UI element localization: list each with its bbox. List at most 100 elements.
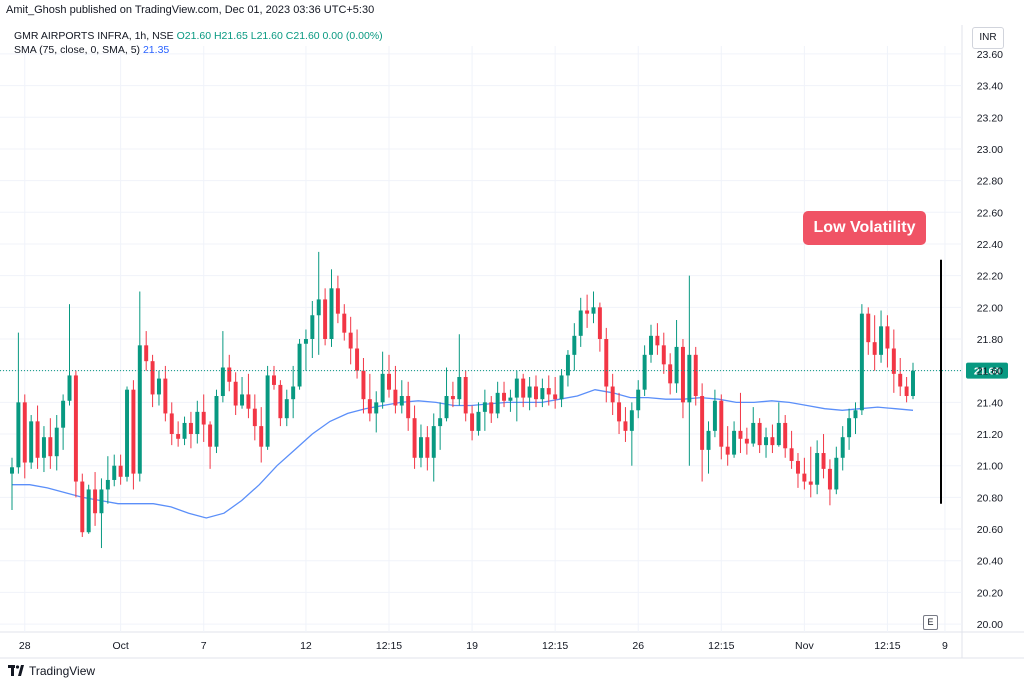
y-tick-label: 21.20 — [977, 429, 1003, 441]
candle — [597, 302, 602, 352]
candle — [623, 407, 628, 442]
candle-body — [693, 354, 698, 397]
candle-body — [118, 465, 123, 477]
candle — [329, 269, 334, 347]
candle-body — [668, 364, 673, 384]
candle-body — [655, 335, 660, 346]
candle-body — [802, 473, 807, 482]
candle — [265, 365, 270, 450]
candle-body — [585, 310, 590, 314]
candle — [508, 389, 513, 412]
candle — [41, 426, 46, 473]
candle-body — [61, 400, 66, 428]
candle-body — [751, 422, 756, 444]
candle — [399, 380, 404, 414]
candle — [272, 365, 276, 390]
candle — [156, 370, 161, 406]
candle — [668, 353, 673, 395]
candle — [827, 459, 832, 506]
candle-body — [597, 307, 602, 339]
candle-body — [521, 378, 526, 398]
y-tick-label: 22.40 — [977, 239, 1003, 251]
attribution-text: Amit_Ghosh published on TradingView.com,… — [6, 4, 375, 16]
candle — [144, 331, 149, 371]
y-tick-label: 20.60 — [977, 524, 1003, 536]
candle — [29, 415, 34, 469]
y-tick-label: 20.20 — [977, 587, 1003, 599]
candle-body — [540, 388, 545, 400]
legend-sma-value: 21.35 — [142, 44, 170, 56]
candle — [795, 453, 800, 488]
candle-body — [16, 402, 21, 468]
candle-body — [297, 343, 302, 387]
candle — [425, 426, 430, 471]
candle — [540, 378, 545, 408]
candle-body — [195, 411, 200, 435]
candle-body — [680, 346, 685, 403]
y-tick-label: 23.60 — [977, 49, 1003, 61]
candle-body — [54, 427, 59, 457]
candle — [738, 392, 743, 454]
legend-sma-label[interactable]: SMA (75, close, 0, SMA, 5) — [14, 44, 141, 56]
price-chart[interactable]: 21.60 20.00 20.20 20.40 20.60 20.80 21.00 21.2… — [0, 25, 1024, 660]
candle-body — [815, 453, 820, 485]
candle — [112, 454, 117, 487]
candle — [412, 405, 417, 469]
y-tick-label: 22.60 — [977, 207, 1003, 219]
candles-layer — [10, 251, 915, 549]
candle — [297, 339, 302, 390]
candle-body — [374, 402, 379, 414]
candle — [585, 294, 590, 328]
candle-body — [859, 313, 864, 411]
legend-symbol-row: GMR AIRPORTS INFRA, 1h, NSE O21.60 H21.6… — [14, 29, 383, 43]
candle — [815, 440, 820, 495]
candle — [387, 354, 391, 398]
candle-body — [35, 421, 40, 458]
legend-ohlc: O21.60 H21.65 L21.60 C21.60 0.00 (0.00%) — [176, 30, 383, 42]
candle-body — [725, 446, 730, 455]
candle — [559, 369, 564, 408]
candle — [10, 457, 14, 511]
candle-body — [534, 386, 538, 400]
candle-body — [188, 422, 193, 435]
candle-body — [866, 313, 871, 343]
candle — [572, 323, 577, 371]
y-tick-label: 21.60 — [977, 366, 1003, 378]
candle — [169, 402, 174, 446]
candle-body — [840, 437, 845, 458]
currency-button[interactable]: INR — [972, 27, 1004, 49]
candle-body — [348, 332, 353, 349]
last-price-label: 21.60 — [974, 366, 1000, 378]
candle-body — [565, 354, 570, 376]
candle — [904, 377, 909, 403]
candle — [438, 402, 443, 450]
candle — [521, 373, 526, 408]
scale-mode-button[interactable]: E — [923, 615, 938, 630]
candle-body — [776, 422, 781, 446]
candle — [764, 427, 769, 458]
candle — [374, 391, 379, 433]
candle-body — [527, 386, 532, 398]
candle — [489, 396, 494, 423]
candle — [853, 402, 858, 435]
candle-body — [329, 288, 334, 339]
sma-line-layer — [12, 389, 914, 519]
x-tick-label: Oct — [112, 640, 128, 652]
candle — [629, 402, 634, 466]
candle — [840, 426, 845, 471]
footer-brand[interactable]: TradingView — [29, 664, 96, 678]
candle-body — [623, 421, 628, 431]
candle-body — [629, 410, 634, 431]
candle-body — [661, 345, 666, 365]
candle-body — [208, 424, 213, 447]
candle-body — [284, 399, 289, 419]
candle-body — [131, 389, 136, 474]
candle — [808, 446, 813, 498]
candle — [99, 478, 104, 549]
candle — [642, 345, 647, 397]
y-tick-label: 20.00 — [977, 619, 1003, 631]
legend-symbol[interactable]: GMR AIRPORTS INFRA, 1h, NSE — [14, 30, 174, 42]
candle — [240, 377, 245, 409]
candle-body — [323, 299, 328, 339]
candle-body — [706, 430, 711, 450]
